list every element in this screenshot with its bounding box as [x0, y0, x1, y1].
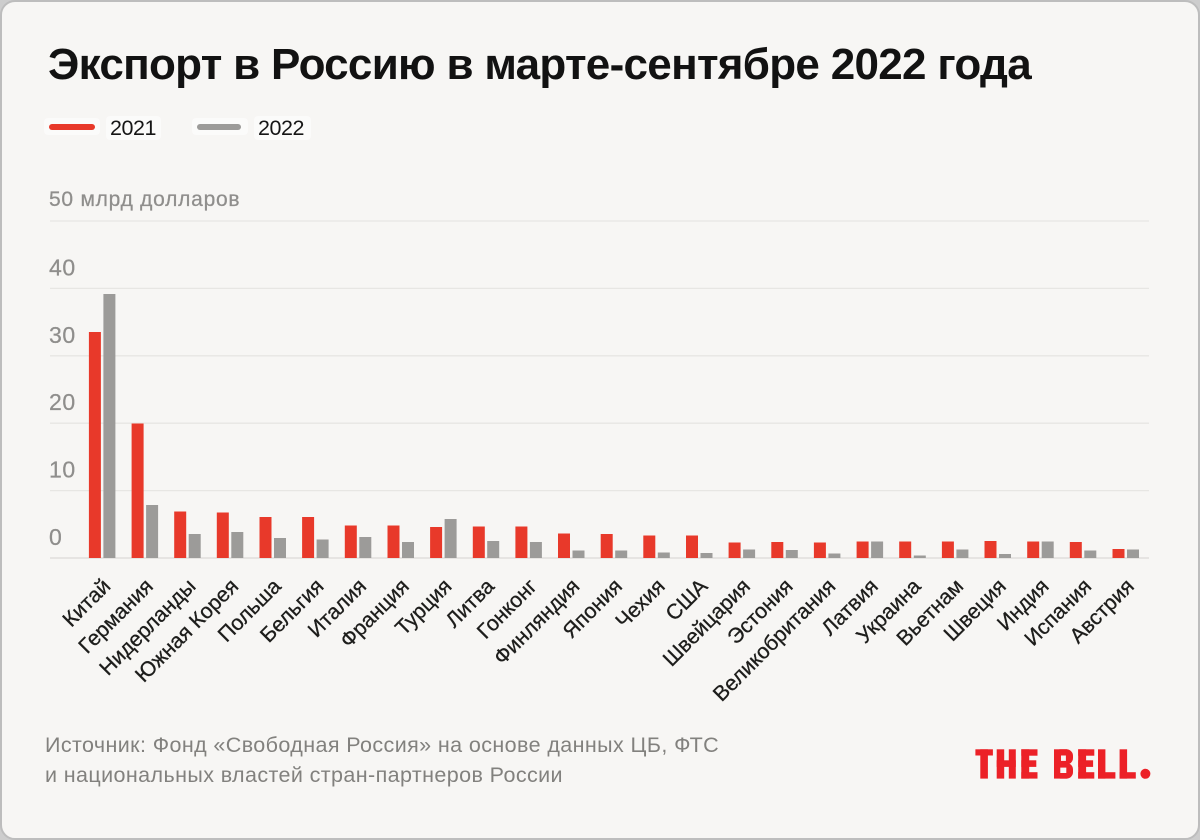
svg-text:50 млрд долларов: 50 млрд долларов: [49, 188, 240, 211]
svg-text:40: 40: [49, 254, 76, 280]
svg-text:20: 20: [49, 389, 76, 415]
svg-text:10: 10: [49, 457, 76, 483]
svg-text:30: 30: [49, 322, 76, 348]
svg-text:0: 0: [49, 524, 62, 550]
svg-text:Чехия: Чехия: [611, 575, 669, 633]
